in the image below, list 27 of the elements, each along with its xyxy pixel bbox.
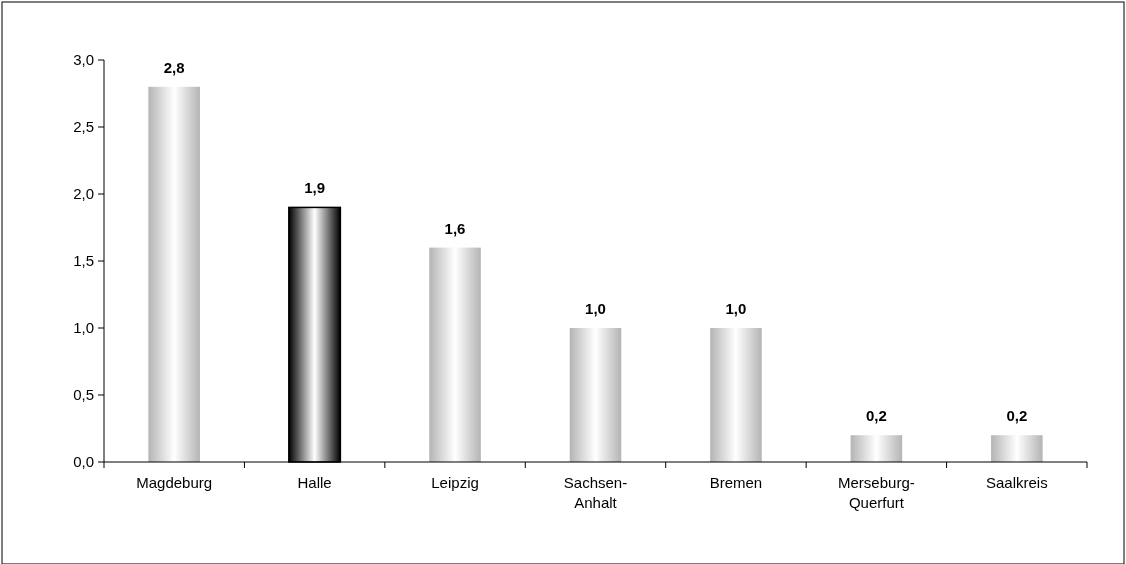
bar — [569, 328, 622, 462]
x-tick-label: Sachsen-Anhalt — [563, 474, 628, 511]
y-tick-label: 0,0 — [73, 453, 94, 471]
bar — [710, 328, 762, 462]
y-tick-label: 1,5 — [73, 252, 94, 270]
y-tick-label: 1,0 — [73, 319, 94, 337]
bar — [148, 86, 200, 462]
data-label: 1,9 — [304, 179, 326, 197]
x-tick-label: Magdeburg — [136, 474, 213, 491]
x-tick-label: Leipzig — [431, 474, 479, 491]
y-tick-label: 3,0 — [73, 51, 94, 69]
data-label: 2,8 — [163, 58, 185, 76]
data-label: 0,2 — [1006, 407, 1028, 425]
data-label: 1,0 — [585, 300, 606, 317]
y-tick-label: 0,5 — [73, 386, 94, 404]
x-tick-label: Merseburg-Querfurt — [838, 474, 915, 511]
data-label: 1,0 — [725, 300, 747, 317]
y-tick-label: 2,0 — [73, 185, 94, 203]
y-tick-label: 2,5 — [73, 118, 94, 136]
bar — [850, 435, 903, 462]
data-label: 0,2 — [865, 407, 887, 425]
bar — [429, 247, 481, 462]
bar — [991, 435, 1043, 462]
data-label: 1,6 — [444, 219, 466, 237]
x-tick-label: Halle — [297, 474, 332, 491]
x-tick-label: Bremen — [709, 474, 763, 491]
x-tick-label: Saalkreis — [985, 474, 1048, 491]
